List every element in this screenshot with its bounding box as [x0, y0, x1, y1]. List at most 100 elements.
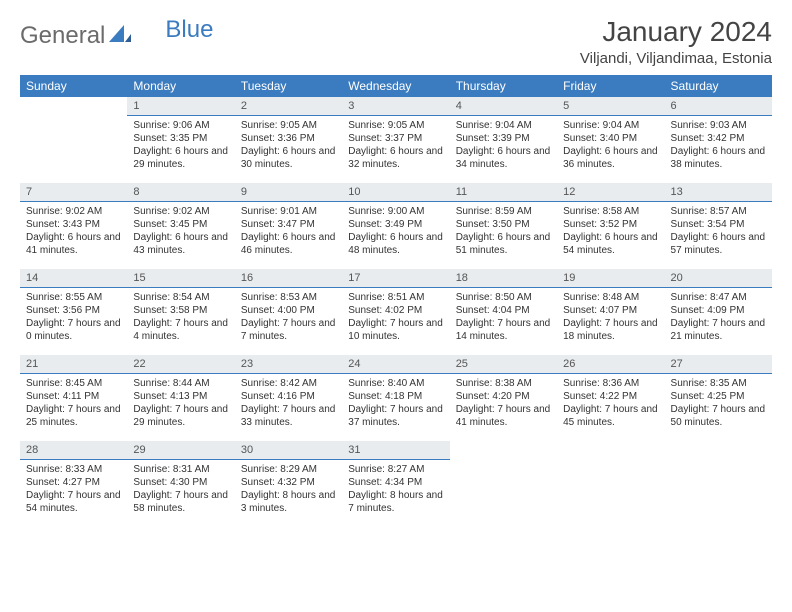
sunrise-line: Sunrise: 9:04 AM	[563, 119, 658, 132]
calendar-cell: 13Sunrise: 8:57 AMSunset: 3:54 PMDayligh…	[665, 183, 772, 269]
daylight-line: Daylight: 6 hours and 30 minutes.	[241, 145, 336, 171]
day-body: Sunrise: 8:27 AMSunset: 4:34 PMDaylight:…	[342, 460, 449, 519]
day-number: 27	[665, 355, 772, 374]
calendar-cell: 10Sunrise: 9:00 AMSunset: 3:49 PMDayligh…	[342, 183, 449, 269]
day-number: 20	[665, 269, 772, 288]
calendar-cell: 11Sunrise: 8:59 AMSunset: 3:50 PMDayligh…	[450, 183, 557, 269]
daylight-line: Daylight: 6 hours and 34 minutes.	[456, 145, 551, 171]
calendar-cell: 27Sunrise: 8:35 AMSunset: 4:25 PMDayligh…	[665, 355, 772, 441]
sunrise-line: Sunrise: 9:02 AM	[26, 205, 121, 218]
daylight-line: Daylight: 7 hours and 0 minutes.	[26, 317, 121, 343]
daylight-line: Daylight: 7 hours and 29 minutes.	[133, 403, 228, 429]
sunrise-line: Sunrise: 9:02 AM	[133, 205, 228, 218]
weekday-header: Monday	[127, 75, 234, 97]
day-number: 5	[557, 97, 664, 116]
day-number: 16	[235, 269, 342, 288]
day-number: 1	[127, 97, 234, 116]
calendar-cell: 16Sunrise: 8:53 AMSunset: 4:00 PMDayligh…	[235, 269, 342, 355]
day-body: Sunrise: 9:06 AMSunset: 3:35 PMDaylight:…	[127, 116, 234, 175]
day-body: Sunrise: 8:45 AMSunset: 4:11 PMDaylight:…	[20, 374, 127, 433]
sunset-line: Sunset: 4:25 PM	[671, 390, 766, 403]
sunset-line: Sunset: 3:43 PM	[26, 218, 121, 231]
sunset-line: Sunset: 3:39 PM	[456, 132, 551, 145]
day-body: Sunrise: 8:31 AMSunset: 4:30 PMDaylight:…	[127, 460, 234, 519]
sunset-line: Sunset: 3:42 PM	[671, 132, 766, 145]
daylight-line: Daylight: 7 hours and 54 minutes.	[26, 489, 121, 515]
sunset-line: Sunset: 3:49 PM	[348, 218, 443, 231]
day-body: Sunrise: 9:02 AMSunset: 3:43 PMDaylight:…	[20, 202, 127, 261]
sunrise-line: Sunrise: 8:42 AM	[241, 377, 336, 390]
calendar-cell: 17Sunrise: 8:51 AMSunset: 4:02 PMDayligh…	[342, 269, 449, 355]
daylight-line: Daylight: 8 hours and 7 minutes.	[348, 489, 443, 515]
day-number: 21	[20, 355, 127, 374]
sunrise-line: Sunrise: 8:58 AM	[563, 205, 658, 218]
calendar-cell: 30Sunrise: 8:29 AMSunset: 4:32 PMDayligh…	[235, 441, 342, 527]
sunset-line: Sunset: 3:56 PM	[26, 304, 121, 317]
weekday-header: Thursday	[450, 75, 557, 97]
sunrise-line: Sunrise: 8:59 AM	[456, 205, 551, 218]
daylight-line: Daylight: 7 hours and 41 minutes.	[456, 403, 551, 429]
day-number: 22	[127, 355, 234, 374]
sunset-line: Sunset: 3:37 PM	[348, 132, 443, 145]
calendar-cell: 5Sunrise: 9:04 AMSunset: 3:40 PMDaylight…	[557, 97, 664, 183]
sunset-line: Sunset: 4:11 PM	[26, 390, 121, 403]
day-number: 29	[127, 441, 234, 460]
day-number: 2	[235, 97, 342, 116]
weekday-header: Friday	[557, 75, 664, 97]
day-number: 13	[665, 183, 772, 202]
logo: General Blue	[20, 16, 213, 50]
daylight-line: Daylight: 6 hours and 41 minutes.	[26, 231, 121, 257]
daylight-line: Daylight: 7 hours and 58 minutes.	[133, 489, 228, 515]
sunrise-line: Sunrise: 9:05 AM	[348, 119, 443, 132]
daylight-line: Daylight: 6 hours and 38 minutes.	[671, 145, 766, 171]
day-body: Sunrise: 8:59 AMSunset: 3:50 PMDaylight:…	[450, 202, 557, 261]
day-body: Sunrise: 8:54 AMSunset: 3:58 PMDaylight:…	[127, 288, 234, 347]
daylight-line: Daylight: 7 hours and 7 minutes.	[241, 317, 336, 343]
sunset-line: Sunset: 4:00 PM	[241, 304, 336, 317]
calendar-cell: 23Sunrise: 8:42 AMSunset: 4:16 PMDayligh…	[235, 355, 342, 441]
sunset-line: Sunset: 3:54 PM	[671, 218, 766, 231]
calendar-cell: 7Sunrise: 9:02 AMSunset: 3:43 PMDaylight…	[20, 183, 127, 269]
logo-text-blue: Blue	[165, 16, 213, 44]
daylight-line: Daylight: 7 hours and 14 minutes.	[456, 317, 551, 343]
calendar-cell: 25Sunrise: 8:38 AMSunset: 4:20 PMDayligh…	[450, 355, 557, 441]
calendar-cell	[557, 441, 664, 527]
daylight-line: Daylight: 6 hours and 48 minutes.	[348, 231, 443, 257]
calendar-cell	[665, 441, 772, 527]
day-body: Sunrise: 8:44 AMSunset: 4:13 PMDaylight:…	[127, 374, 234, 433]
day-body: Sunrise: 8:36 AMSunset: 4:22 PMDaylight:…	[557, 374, 664, 433]
sunrise-line: Sunrise: 8:51 AM	[348, 291, 443, 304]
day-number: 23	[235, 355, 342, 374]
sunset-line: Sunset: 4:13 PM	[133, 390, 228, 403]
sunrise-line: Sunrise: 8:44 AM	[133, 377, 228, 390]
day-body: Sunrise: 8:48 AMSunset: 4:07 PMDaylight:…	[557, 288, 664, 347]
day-body: Sunrise: 8:51 AMSunset: 4:02 PMDaylight:…	[342, 288, 449, 347]
calendar-cell: 26Sunrise: 8:36 AMSunset: 4:22 PMDayligh…	[557, 355, 664, 441]
sunset-line: Sunset: 4:30 PM	[133, 476, 228, 489]
sunrise-line: Sunrise: 8:27 AM	[348, 463, 443, 476]
daylight-line: Daylight: 7 hours and 33 minutes.	[241, 403, 336, 429]
day-number: 7	[20, 183, 127, 202]
sunset-line: Sunset: 3:36 PM	[241, 132, 336, 145]
day-body: Sunrise: 9:05 AMSunset: 3:37 PMDaylight:…	[342, 116, 449, 175]
calendar-cell: 21Sunrise: 8:45 AMSunset: 4:11 PMDayligh…	[20, 355, 127, 441]
calendar-cell: 22Sunrise: 8:44 AMSunset: 4:13 PMDayligh…	[127, 355, 234, 441]
daylight-line: Daylight: 6 hours and 29 minutes.	[133, 145, 228, 171]
sunrise-line: Sunrise: 8:31 AM	[133, 463, 228, 476]
sunset-line: Sunset: 4:07 PM	[563, 304, 658, 317]
calendar-cell: 6Sunrise: 9:03 AMSunset: 3:42 PMDaylight…	[665, 97, 772, 183]
calendar-cell: 1Sunrise: 9:06 AMSunset: 3:35 PMDaylight…	[127, 97, 234, 183]
calendar-week-row: 1Sunrise: 9:06 AMSunset: 3:35 PMDaylight…	[20, 97, 772, 183]
sunrise-line: Sunrise: 8:57 AM	[671, 205, 766, 218]
daylight-line: Daylight: 8 hours and 3 minutes.	[241, 489, 336, 515]
sunrise-line: Sunrise: 9:03 AM	[671, 119, 766, 132]
calendar-week-row: 14Sunrise: 8:55 AMSunset: 3:56 PMDayligh…	[20, 269, 772, 355]
day-body: Sunrise: 8:38 AMSunset: 4:20 PMDaylight:…	[450, 374, 557, 433]
sunrise-line: Sunrise: 9:01 AM	[241, 205, 336, 218]
day-body: Sunrise: 8:29 AMSunset: 4:32 PMDaylight:…	[235, 460, 342, 519]
day-number: 4	[450, 97, 557, 116]
calendar-week-row: 21Sunrise: 8:45 AMSunset: 4:11 PMDayligh…	[20, 355, 772, 441]
weekday-header: Tuesday	[235, 75, 342, 97]
sunset-line: Sunset: 4:27 PM	[26, 476, 121, 489]
sunrise-line: Sunrise: 8:47 AM	[671, 291, 766, 304]
